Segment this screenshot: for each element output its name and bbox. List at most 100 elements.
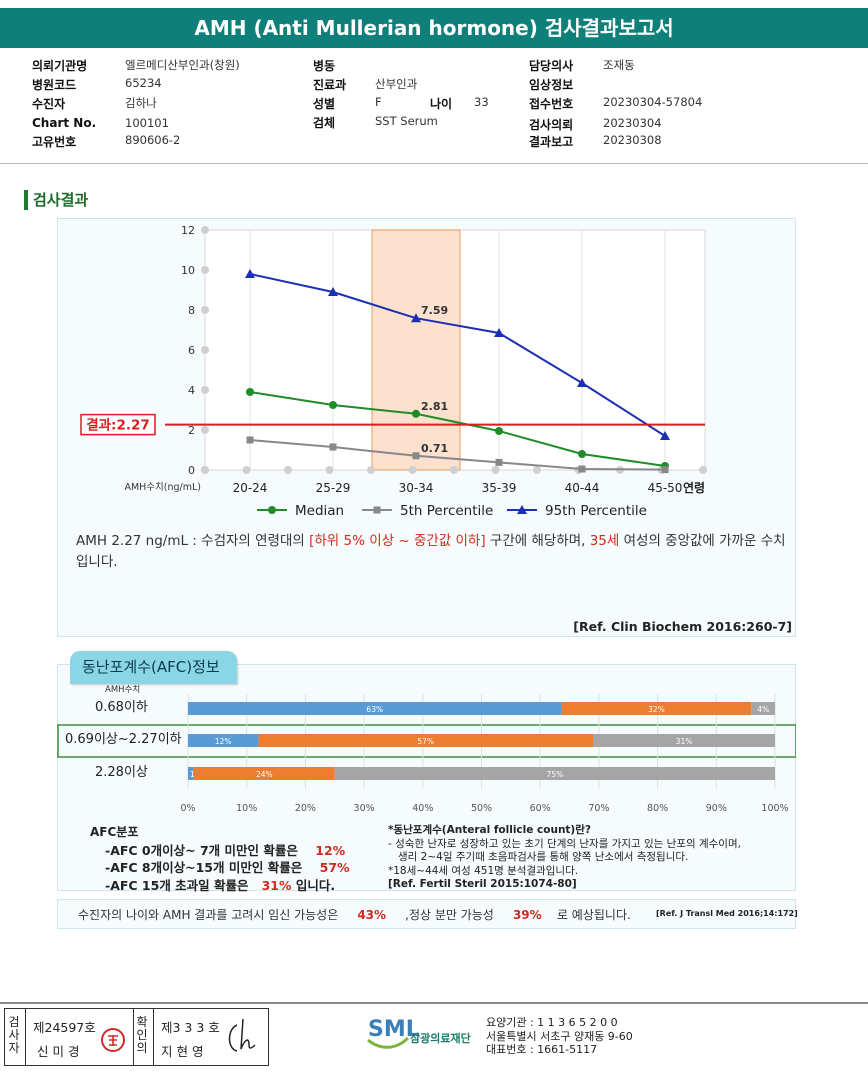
- footer-divider: [0, 1002, 868, 1004]
- afc-dist-pct-2: 57%: [319, 860, 350, 875]
- delivery-probability: 39%: [512, 908, 542, 922]
- interpretation-text: AMH 2.27 ng/mL : 수검자의 연령대의 [하위 5% 이상 ~ 중…: [76, 531, 788, 573]
- x-tick-label: 20-24: [233, 481, 268, 495]
- afc-distribution-title: AFC분포: [90, 825, 139, 839]
- header-label-clinical-info: 임상정보: [529, 78, 574, 92]
- signature-divider-3: [153, 1009, 154, 1065]
- pregnancy-text-2: ,정상 분만 가능성: [405, 908, 494, 922]
- x-tick-label: 25-29: [316, 481, 351, 495]
- afc-dist-text-1: -AFC 0개이상~ 7개 미만인 확률은: [105, 843, 298, 858]
- y-tick-label: 12: [181, 224, 195, 237]
- x-tick-label: 30-34: [399, 481, 434, 495]
- examiner-label-text: 검사자: [8, 1015, 20, 1055]
- afc-note-line-1: *동난포계수(Anteral follicle count)란?: [388, 824, 591, 836]
- header-value-request-date: 20230304: [603, 116, 662, 130]
- afc-axis-tick: 40%: [412, 803, 433, 814]
- afc-segment-label: 63%: [366, 705, 383, 714]
- afc-segment: [188, 702, 562, 715]
- org-code: 요양기관 : 1 1 3 6 5 2 0 0: [486, 1016, 618, 1029]
- y-tick-dot: [201, 346, 209, 354]
- legend-marker: [517, 505, 527, 514]
- x-axis-label: 연령: [683, 480, 705, 495]
- examiner-seal-icon: [101, 1028, 125, 1052]
- interpretation-range: [하위 5% 이상 ~ 중간값 이하]: [309, 533, 486, 549]
- x-axis-dot: [242, 466, 251, 474]
- afc-segment-label: 75%: [547, 770, 564, 779]
- pregnancy-probability: 43%: [357, 908, 387, 922]
- afc-segment: [334, 767, 775, 780]
- afc-axis-tick: 0%: [180, 803, 195, 814]
- afc-dist-row-2: -AFC 8개이상~15개 미만인 확률은 57%: [105, 857, 350, 876]
- afc-segment-label: 12%: [215, 737, 232, 746]
- org-address: 서울특별시 서초구 양재동 9-60: [486, 1029, 633, 1043]
- sml-logo-text: SML: [368, 1017, 420, 1042]
- examiner-label: 검사자: [8, 1016, 22, 1055]
- afc-axis-tick: 30%: [354, 803, 375, 814]
- median-point: [246, 388, 254, 396]
- x-axis-dot: [699, 466, 707, 474]
- confirm-label: 확인의: [136, 1016, 150, 1055]
- header-label-institution: 의뢰기관명: [32, 59, 88, 73]
- y-axis-label: AMH수치(ng/mL): [124, 481, 201, 493]
- header-label-ward: 병동: [313, 59, 336, 73]
- afc-note-line-3: 생리 2~4일 주기때 초음파검사를 통해 양쪽 난소에서 측정됩니다.: [388, 851, 689, 863]
- afc-dist-text-3: -AFC 15개 초과일 확률은: [105, 878, 249, 893]
- header-divider: [0, 163, 868, 164]
- y-tick-label: 2: [188, 424, 195, 437]
- pregnancy-reference: [Ref. J Transl Med 2016;14:172]: [656, 909, 798, 918]
- section-title-result: 검사결과: [33, 191, 89, 209]
- afc-note-line-5: [Ref. Fertil Steril 2015:1074-80]: [388, 878, 577, 890]
- afc-row-label: 0.68이하: [95, 700, 148, 715]
- x-axis-dot: [491, 466, 500, 474]
- afc-segment-label: 57%: [417, 737, 434, 746]
- afc-amh-label: AMH수치: [105, 685, 140, 695]
- interpretation-part-5: 여성의 중앙값에 가까운 수치입니다.: [76, 533, 786, 570]
- afc-segment: [561, 702, 752, 715]
- signature-box: 검사자 제24597호 신 미 경 확인의 제3 3 3 호 지 현 영: [4, 1008, 269, 1066]
- header-value-report-date: 20230308: [603, 133, 662, 147]
- y-tick-dot: [201, 386, 209, 394]
- afc-note-line-4: *18세~44세 여성 451명 분석결과입니다.: [388, 864, 579, 877]
- series-line-1: [249, 439, 666, 471]
- afc-segment-label: 31%: [676, 737, 693, 746]
- afc-axis-tick: 80%: [647, 803, 668, 814]
- header-value-doctor: 조재동: [603, 58, 635, 72]
- afc-dist-pct-3: 31%: [261, 878, 292, 893]
- afc-dist-row-1: -AFC 0개이상~ 7개 미만인 확률은 12%: [105, 840, 345, 859]
- afc-segment: [751, 702, 775, 715]
- y-tick-dot: [201, 426, 209, 434]
- interpretation-part-1: AMH 2.27 ng/mL : 수검자의 연령대의: [76, 533, 310, 549]
- p5-point: [495, 458, 503, 466]
- data-label: 2.81: [421, 400, 448, 413]
- series-line-2: [249, 273, 666, 437]
- x-axis-dot: [367, 466, 375, 474]
- doctor-signature-icon: [228, 1018, 256, 1052]
- header-label-report-date: 결과보고: [529, 135, 574, 149]
- y-tick-label: 8: [188, 304, 195, 317]
- pregnancy-text-3: 로 예상됩니다.: [556, 908, 631, 922]
- header-label-specimen: 검체: [313, 116, 336, 130]
- afc-stacked-bar-chart: AMH수치 0.68이하 0.69이상~2.27이하 2.28이상 0% 10% 20% 30…: [57, 685, 796, 814]
- afc-segment: [188, 734, 259, 747]
- header-label-doctor: 담당의사: [529, 59, 574, 73]
- header-value-patient: 김하나: [125, 96, 157, 110]
- header-label-chart-no: Chart No.: [32, 116, 97, 130]
- sml-logo-icon: [367, 1036, 410, 1049]
- examiner-number: 제24597호: [33, 1020, 96, 1035]
- x-axis-dot: [201, 466, 209, 474]
- doctor-number: 제3 3 3 호: [161, 1020, 220, 1035]
- header-value-department: 산부인과: [375, 77, 418, 91]
- afc-segment-label: 32%: [648, 705, 665, 714]
- afc-axis-tick: 50%: [471, 803, 492, 814]
- pregnancy-text: 수진자의 나이와 AMH 결과를 고려시 임신 가능성은 43% ,정상 분만 …: [78, 906, 631, 923]
- x-tick-label: 40-44: [565, 481, 600, 495]
- data-label: 7.59: [421, 304, 448, 317]
- header-label-hospital-code: 병원코드: [32, 78, 77, 92]
- afc-row-label: 2.28이상: [95, 765, 148, 780]
- y-tick-dot: [201, 306, 209, 314]
- header-label-department: 진료과: [313, 78, 347, 92]
- header-value-sex: F: [375, 95, 382, 109]
- x-axis-dot: [408, 466, 417, 474]
- legend-marker: [268, 506, 276, 514]
- afc-axis-tick: 10%: [236, 803, 257, 814]
